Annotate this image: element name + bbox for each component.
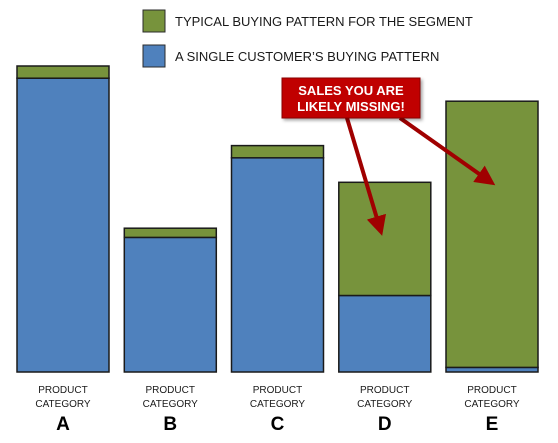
legend-label-customer: A SINGLE CUSTOMER’S BUYING PATTERN xyxy=(175,49,439,64)
category-letter-d: D xyxy=(378,414,392,435)
bar-e-segment xyxy=(445,100,539,369)
callout-line-1: SALES YOU ARE xyxy=(298,83,404,98)
callout-arrow-e xyxy=(398,116,496,186)
bars xyxy=(16,65,539,373)
category-letter-b: B xyxy=(163,414,177,435)
legend: TYPICAL BUYING PATTERN FOR THE SEGMENT A… xyxy=(142,9,473,68)
bar-d-customer xyxy=(338,294,432,373)
category-label-product-c: PRODUCT xyxy=(253,385,302,396)
category-label-product-e: PRODUCT xyxy=(467,385,516,396)
category-label-category-b: CATEGORY xyxy=(143,399,199,410)
callout-arrows xyxy=(345,116,496,236)
bar-b-customer xyxy=(123,236,218,373)
bar-d-segment xyxy=(338,181,432,297)
category-label-category-a: CATEGORY xyxy=(35,399,91,410)
legend-item-segment: TYPICAL BUYING PATTERN FOR THE SEGMENT xyxy=(142,9,473,33)
callout-box xyxy=(281,77,421,119)
callout-line-2: LIKELY MISSING! xyxy=(297,99,405,114)
category-label-category-e: CATEGORY xyxy=(464,399,520,410)
bar-b-segment xyxy=(123,227,218,239)
category-letter-c: C xyxy=(271,414,285,435)
bar-c-customer xyxy=(230,157,325,373)
category-labels: PRODUCT CATEGORY A PRODUCT CATEGORY B PRODUCT C… xyxy=(35,385,520,435)
bar-a-segment xyxy=(16,65,110,79)
category-label-product-a: PRODUCT xyxy=(38,385,87,396)
category-label-category-d: CATEGORY xyxy=(357,399,413,410)
bar-a-customer xyxy=(16,77,110,373)
category-label-product-d: PRODUCT xyxy=(360,385,409,396)
category-letter-a: A xyxy=(56,414,70,435)
callout: SALES YOU ARE LIKELY MISSING! xyxy=(281,77,421,119)
bar-c-segment xyxy=(230,144,325,159)
legend-label-segment: TYPICAL BUYING PATTERN FOR THE SEGMENT xyxy=(175,14,473,29)
callout-arrow-d xyxy=(345,117,387,236)
category-label-category-c: CATEGORY xyxy=(250,399,306,410)
legend-item-customer: A SINGLE CUSTOMER’S BUYING PATTERN xyxy=(142,44,439,68)
legend-swatch-customer xyxy=(142,44,166,68)
category-letter-e: E xyxy=(486,414,499,435)
legend-swatch-segment xyxy=(142,9,166,33)
category-label-product-b: PRODUCT xyxy=(146,385,195,396)
